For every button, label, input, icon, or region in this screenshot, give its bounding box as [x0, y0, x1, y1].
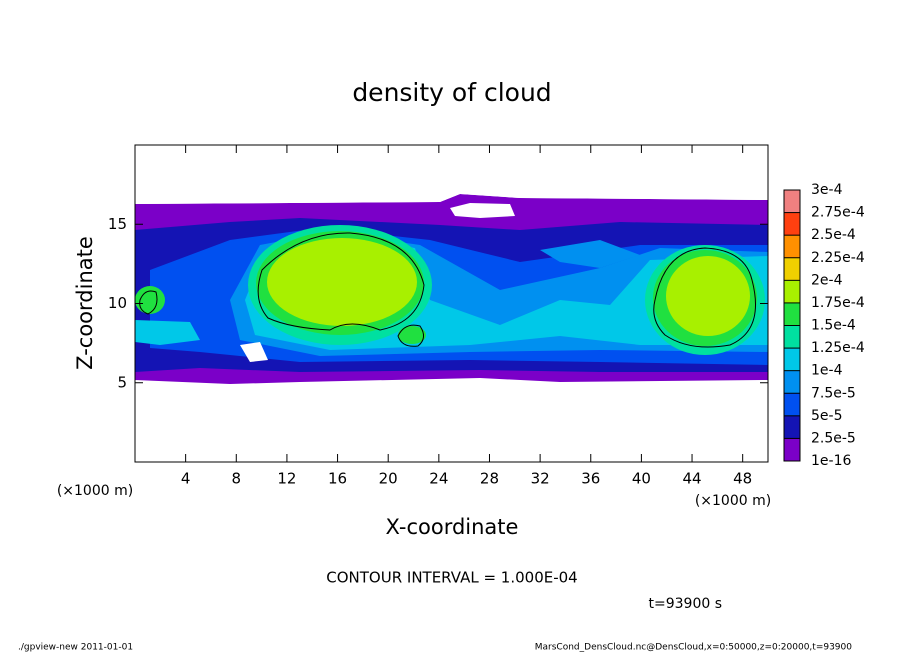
gap [135, 180, 768, 204]
colorbar-cell [784, 190, 800, 213]
region [267, 238, 417, 326]
x-tick-label: 36 [581, 470, 600, 488]
time-label: t=93900 s [649, 596, 723, 612]
colorbar-label: 5e-5 [811, 408, 842, 424]
colorbar-label: 2.75e-4 [811, 205, 865, 221]
region [540, 310, 610, 332]
x-tick-label: 4 [181, 470, 191, 488]
colorbar-label: 7.5e-5 [811, 385, 856, 401]
x-tick-label: 8 [232, 470, 242, 488]
x-unit: (×1000 m) [695, 493, 771, 509]
y-tick-label: 15 [108, 215, 127, 233]
y-unit: (×1000 m) [57, 483, 133, 499]
chart-title: density of cloud [352, 78, 551, 107]
axes: 4 8 12 16 20 24 28 32 36 40 44 48510151e-162.5e-55e… [108, 145, 865, 488]
y-tick-label: 10 [108, 294, 127, 312]
colorbar-label: 3e-4 [811, 182, 843, 198]
colorbar-label: 1.75e-4 [811, 295, 865, 311]
gap [240, 342, 268, 362]
region [540, 240, 640, 268]
x-tick-label: 32 [531, 470, 550, 488]
footer-left: ./gpview-new 2011-01-01 [18, 643, 133, 653]
contour-interval: CONTOUR INTERVAL = 1.000E-04 [326, 569, 577, 587]
region [135, 320, 200, 345]
contour-line [653, 247, 756, 348]
colorbar-cell [784, 302, 800, 326]
colorbar-label: 1.25e-4 [811, 340, 865, 356]
colorbar-label: 1.5e-4 [811, 318, 856, 334]
x-tick-label: 24 [429, 470, 448, 488]
contour-line [139, 290, 158, 315]
region [135, 286, 165, 314]
x-tick-label: 40 [632, 470, 651, 488]
colorbar-cell [784, 257, 800, 281]
colorbar-cell [784, 415, 800, 439]
x-tick-label: 48 [733, 470, 752, 488]
footer-right: MarsCond_DensCloud.nc@DensCloud,x=0:5000… [535, 643, 852, 653]
colorbar-cell [784, 370, 800, 394]
region [398, 326, 426, 344]
x-tick-label: 44 [682, 470, 701, 488]
gap [450, 203, 515, 218]
colorbar-label: 1e-4 [811, 363, 843, 379]
colorbar-cell [784, 325, 800, 349]
region [666, 256, 750, 336]
x-tick-label: 12 [277, 470, 296, 488]
x-tick-label: 20 [379, 470, 398, 488]
x-tick-label: 28 [480, 470, 499, 488]
colorbar-label: 2e-4 [811, 272, 843, 288]
contour-line [257, 232, 425, 331]
y-axis-label: Z-coordinate [73, 236, 97, 370]
contour-line [397, 324, 424, 347]
colorbar-label: 1e-16 [811, 453, 851, 469]
colorbar-cell [784, 212, 800, 236]
colorbar-label: 2.25e-4 [811, 250, 865, 266]
colorbar-label: 2.5e-4 [811, 227, 856, 243]
colorbar-cell [784, 235, 800, 258]
colorbar-cell [784, 348, 800, 371]
colorbar-cell [784, 280, 800, 303]
x-axis-label: X-coordinate [386, 515, 519, 539]
colorbar-cell [784, 393, 800, 416]
colorbar-cell [784, 438, 800, 461]
contour-field [135, 180, 768, 384]
y-tick-label: 5 [117, 373, 127, 391]
x-tick-label: 16 [328, 470, 347, 488]
colorbar-label: 2.5e-5 [811, 430, 856, 446]
